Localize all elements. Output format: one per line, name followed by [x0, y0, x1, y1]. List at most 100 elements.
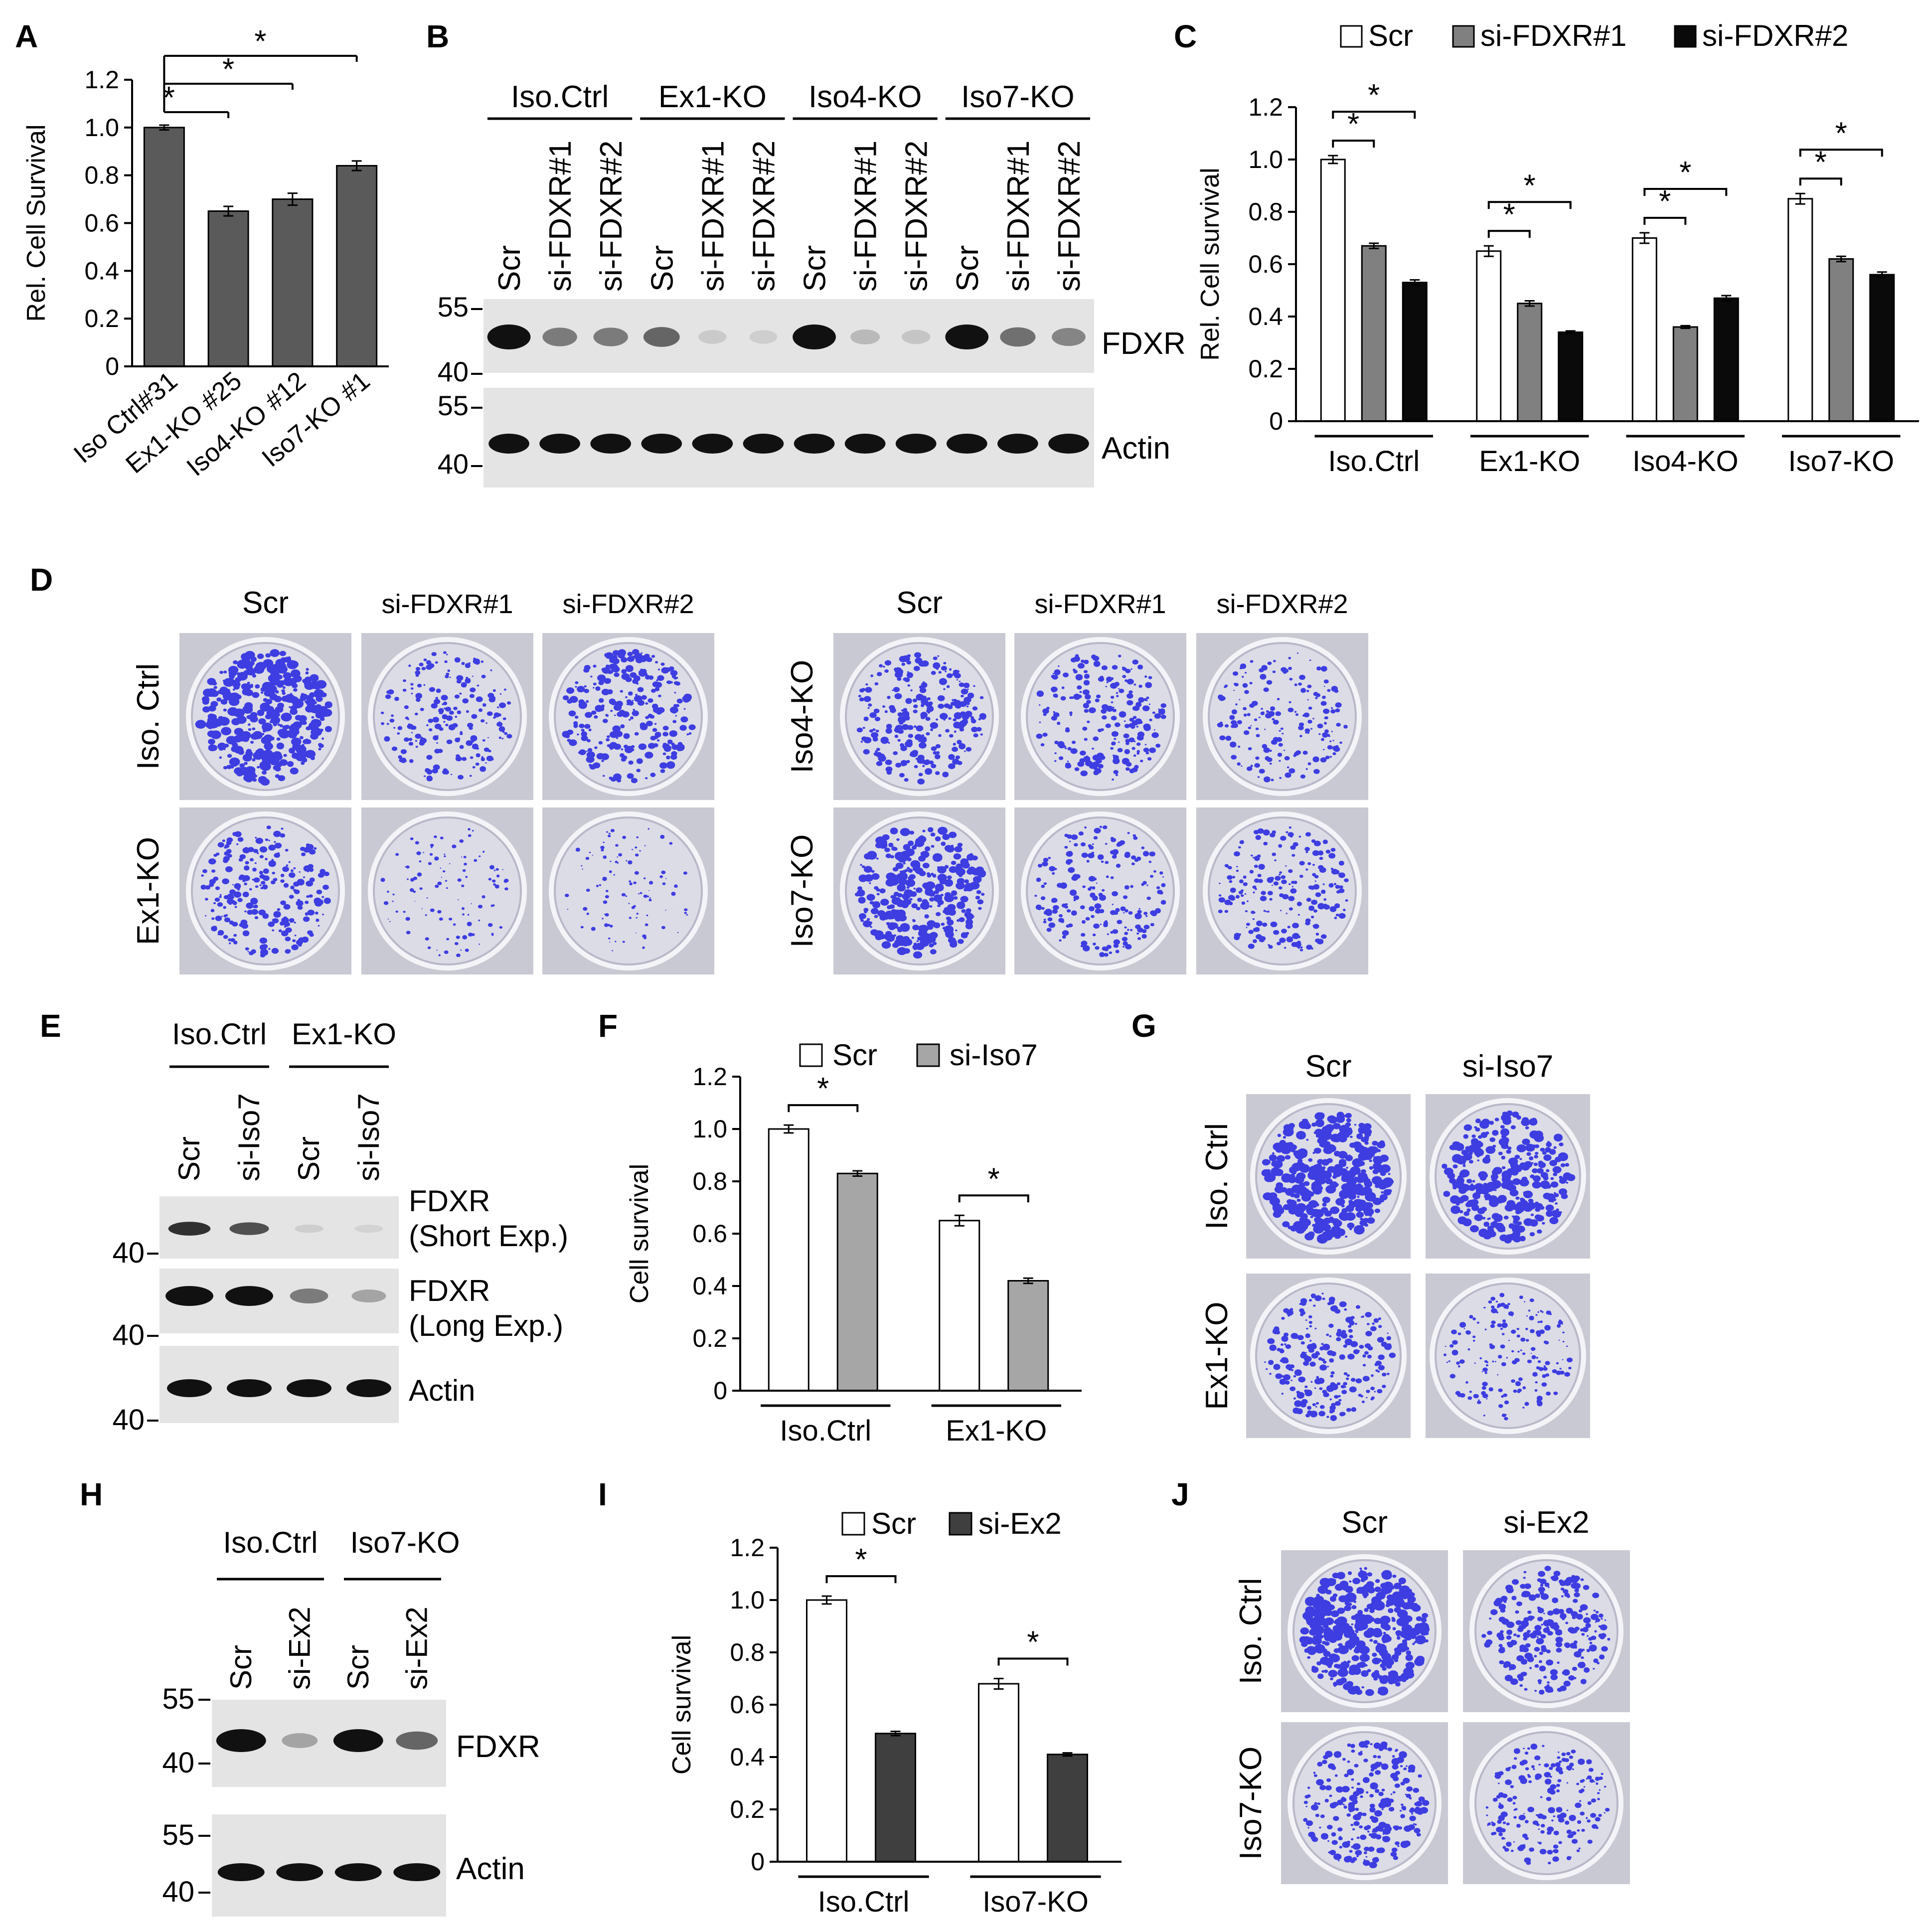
- legend-label: si-Iso7: [950, 1038, 1038, 1072]
- chart-i: 0 0.2 0.4 0.6 0.8 1.0 1.2 Cell survival Iso.Ctrl…: [667, 1507, 1122, 1918]
- y-axis-label: Rel. Cell Survival: [22, 125, 51, 322]
- blot-band-actin: [167, 1379, 212, 1397]
- significance-bracket: [788, 1104, 859, 1113]
- blot-group-label: Ex1-KO: [292, 1017, 396, 1051]
- blot-band-label: FDXR: [409, 1184, 490, 1218]
- blot-group-label: Iso.Ctrl: [223, 1526, 318, 1559]
- panel-label-e: E: [40, 1008, 61, 1044]
- blot-marker-label: 40: [112, 1237, 145, 1269]
- legend-swatch: [916, 1043, 940, 1067]
- category-label: Iso.Ctrl: [780, 1415, 871, 1447]
- bar: [1320, 159, 1346, 422]
- bar: [836, 1172, 878, 1392]
- y-tick-label: 1.0: [84, 114, 119, 142]
- bar: [143, 127, 185, 367]
- blot-band-long: [351, 1289, 386, 1302]
- bar: [1476, 250, 1502, 422]
- blot-band-actin: [346, 1379, 391, 1397]
- plate-colonies: [1036, 654, 1166, 781]
- blot-group-label: Ex1-KO: [658, 80, 767, 114]
- plate-colonies: [1303, 1740, 1430, 1869]
- legend-label: Scr: [871, 1507, 916, 1540]
- blot-marker-label: 55: [438, 390, 469, 421]
- panel-label-a: A: [15, 18, 38, 54]
- plate-colonies: [854, 826, 986, 959]
- blot-lane-label: si-FDXR#1: [1001, 141, 1036, 292]
- blot-band-label: FDXR: [409, 1274, 490, 1307]
- legend-swatch: [949, 1512, 972, 1536]
- blot-band-sublabel: (Long Exp.): [409, 1309, 563, 1342]
- legend-label: Scr: [1368, 19, 1413, 52]
- significance-bracket: [1332, 140, 1375, 148]
- blot-lane-label: Scr: [224, 1645, 258, 1690]
- blot-band-fdxr: [282, 1733, 318, 1748]
- plate-dish: [373, 816, 522, 966]
- y-tick-label: 0.6: [1248, 250, 1283, 278]
- significance-star: *: [1835, 116, 1847, 151]
- blot-marker-label: 55: [162, 1819, 194, 1851]
- western-blot-h: Iso.Ctrl Iso7-KO Scr si-Ex2 Scr si-Ex2 55 40 55 4…: [162, 1526, 540, 1917]
- category-label: Ex1-KO: [1479, 445, 1580, 478]
- blot-band-fdxr: [542, 327, 577, 346]
- panel-label-g: G: [1131, 1008, 1156, 1044]
- blot-band-fdxr: [333, 1729, 383, 1752]
- blot-marker-label: 40: [438, 448, 469, 480]
- blot-band-actin: [488, 434, 529, 454]
- blot-band-actin: [393, 1863, 441, 1881]
- y-tick-label: 0.2: [692, 1324, 727, 1352]
- category-label: Iso7-KO: [1788, 445, 1894, 478]
- blot-lane-label: si-Iso7: [232, 1093, 266, 1181]
- y-tick-label: 0: [713, 1377, 727, 1405]
- blot-lane-label: si-Ex2: [400, 1607, 433, 1690]
- blot-lane-label: si-FDXR#2: [747, 141, 781, 292]
- significance-bracket: [958, 1194, 1029, 1203]
- blot-band-fdxr: [396, 1731, 438, 1750]
- bar: [1047, 1754, 1088, 1863]
- panel-label-c: C: [1174, 18, 1197, 54]
- plate-colonies: [1034, 825, 1166, 958]
- y-tick-label: 0.6: [730, 1691, 765, 1719]
- plate-row-label: Ex1-KO: [131, 837, 165, 945]
- plate-colonies: [1261, 1112, 1394, 1244]
- plate-colonies: [1217, 652, 1348, 783]
- significance-bracket: [1332, 111, 1416, 119]
- y-tick-label: 1.2: [1248, 93, 1283, 121]
- colony-plates-j: Scr si-Ex2 Iso. Ctrl Iso7-KO: [1234, 1505, 1630, 1884]
- y-tick-label: 0: [1269, 407, 1283, 435]
- significance-star: *: [1503, 197, 1515, 232]
- plate-colonies: [562, 649, 696, 784]
- blot-band-actin: [227, 1379, 272, 1397]
- blot-band-short: [229, 1222, 269, 1235]
- y-tick-label: 0.8: [692, 1167, 727, 1195]
- plate-dish: [554, 816, 703, 966]
- y-axis-label: Rel. Cell survival: [1196, 167, 1225, 360]
- blot-lane-label: si-Iso7: [352, 1093, 385, 1181]
- significance-star: *: [988, 1162, 1000, 1196]
- legend-label: si-FDXR#2: [1702, 19, 1848, 52]
- significance-star: *: [1347, 107, 1359, 142]
- western-blot-b: Iso.Ctrl Ex1-KO Iso4-KO Iso7-KO Scr si-FDXR#1…: [438, 80, 1186, 487]
- plate-row-label: Iso7-KO: [785, 834, 819, 948]
- significance-star: *: [817, 1072, 829, 1106]
- legend-label: si-Ex2: [978, 1507, 1062, 1540]
- bar: [1713, 297, 1739, 422]
- blot-band-fdxr: [487, 324, 531, 349]
- bar: [207, 210, 249, 367]
- plate-column-label: si-FDXR#1: [1034, 589, 1166, 619]
- blot-band-actin: [1048, 434, 1089, 454]
- panel-label-f: F: [598, 1008, 618, 1044]
- y-axis-label: Cell survival: [625, 1164, 654, 1303]
- chart-c: 0 0.2 0.4 0.6 0.8 1.0 1.2 Rel. Cell survival Iso…: [1196, 19, 1919, 478]
- significance-bracket: [1799, 149, 1883, 157]
- y-tick-label: 0.2: [730, 1795, 765, 1823]
- significance-bracket: [1487, 201, 1572, 209]
- plate-colonies: [856, 652, 986, 785]
- plate-column-label: si-FDXR#2: [1216, 589, 1348, 619]
- significance-bracket: [997, 1657, 1069, 1666]
- y-tick-label: 0: [105, 352, 119, 380]
- blot-band-actin: [692, 434, 733, 454]
- colony-plates-d: Scr Scr si-FDXR#1 si-FDXR#1 si-FDXR#2 si-FDXR…: [131, 586, 1368, 974]
- blot-marker-label: 40: [438, 356, 469, 387]
